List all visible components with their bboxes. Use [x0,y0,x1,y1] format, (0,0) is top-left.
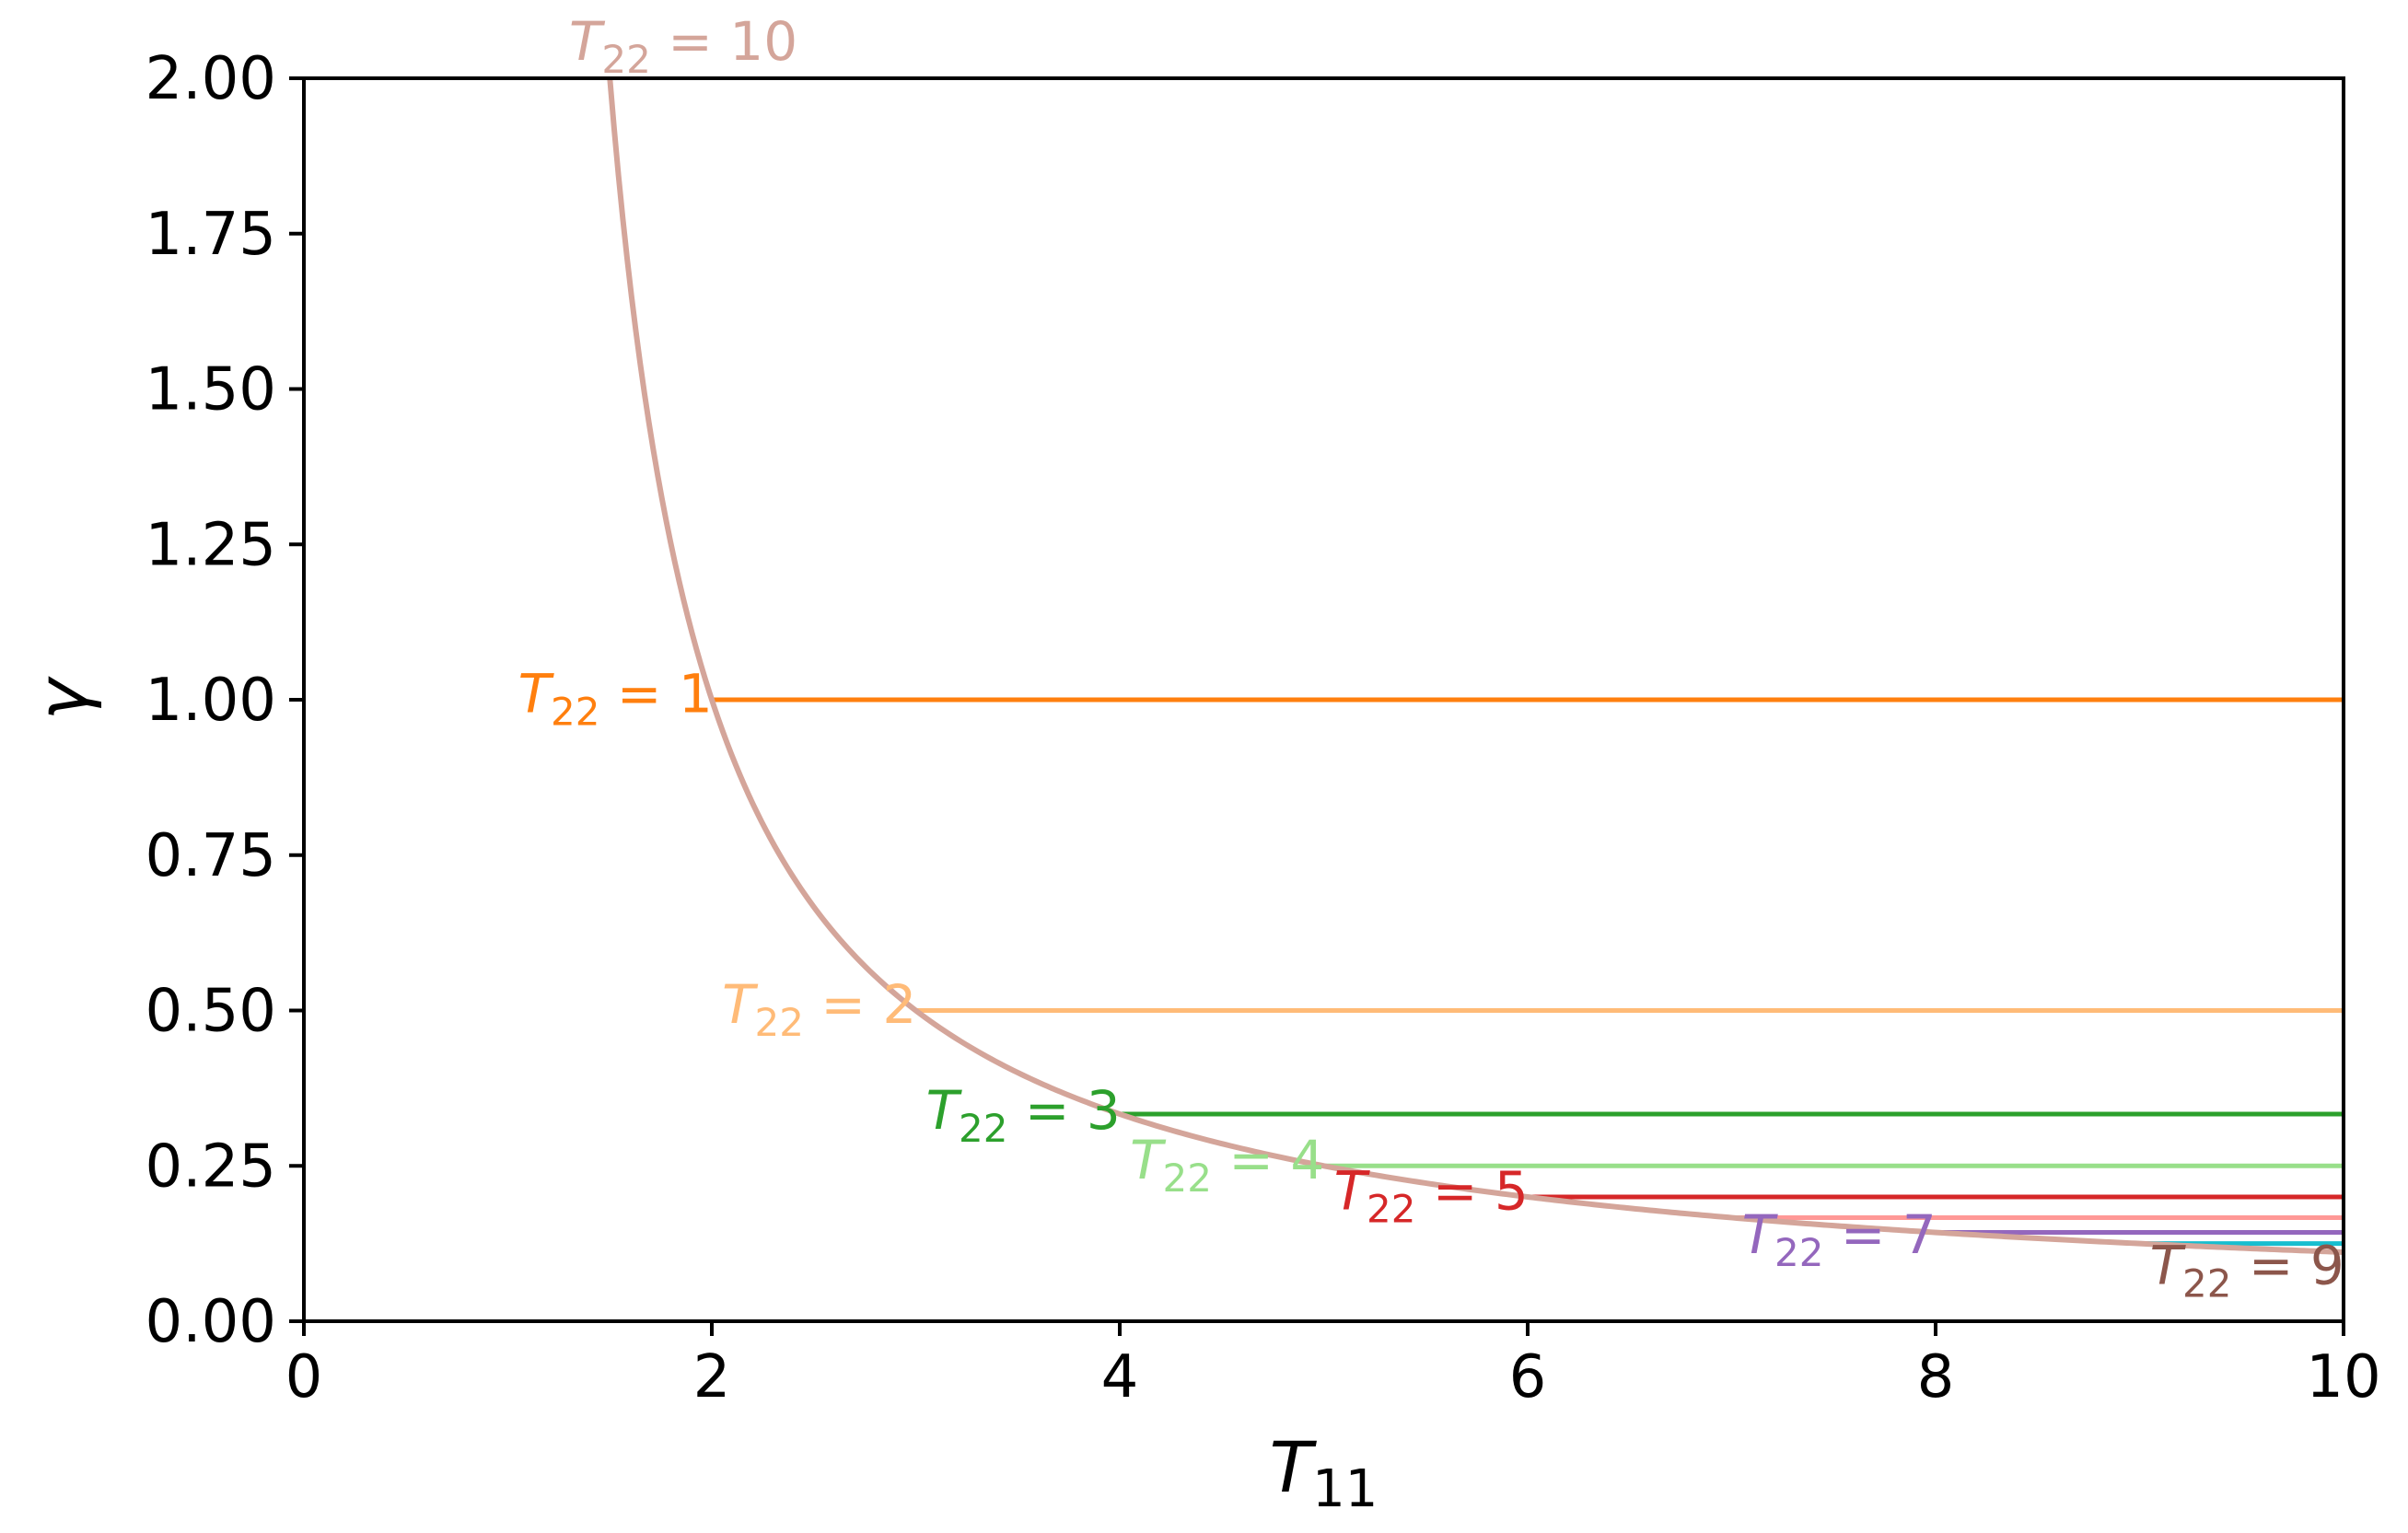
series-label-t22-7: T22 = 7 [1742,1203,1937,1275]
y-tick-label: 1.25 [145,511,277,579]
y-tick-label: 1.75 [145,201,277,269]
series-label-t22-4: T22 = 4 [1130,1129,1324,1201]
x-axis-title-sub: 11 [1312,1459,1378,1519]
x-axis-ticks: 0 2 4 6 8 10 [285,1321,2381,1411]
y-tick-label: 1.50 [145,356,277,424]
y-tick-label: 0.25 [145,1132,277,1201]
series-label-t22-1: T22 = 1 [518,663,713,735]
x-axis-title: T11 [1270,1426,1378,1519]
x-tick-label: 8 [1917,1343,1955,1411]
y-tick-label: 0.75 [145,822,277,890]
x-tick-label: 6 [1509,1343,1547,1411]
y-tick-label: 0.50 [145,978,277,1046]
x-tick-label: 4 [1101,1343,1139,1411]
x-tick-label: 2 [693,1343,731,1411]
series-label-t22-2: T22 = 2 [722,973,916,1045]
series-label-t22-5: T22 = 5 [1334,1160,1529,1232]
x-tick-label: 0 [285,1343,323,1411]
series-label-t22-3: T22 = 3 [926,1079,1121,1151]
x-axis-title-main: T [1270,1426,1318,1508]
series-label-t22-10: T22 = 10 [569,10,797,82]
y-tick-label: 2.00 [145,45,277,113]
y-tick-label: 0.00 [145,1288,277,1356]
envelope-layer [607,77,2344,1255]
series-label-t22-9: T22 = 9 [2150,1235,2344,1307]
x-tick-label: 10 [2306,1343,2380,1411]
y-tick-label: 1.00 [145,667,277,735]
y-axis-ticks: 0.00 0.25 0.50 0.75 1.00 1.25 1.50 1.75 2.00 [145,45,304,1356]
y-axis-title: γ [21,675,103,720]
envelope-curve [607,77,2344,1255]
series-lines [712,697,2344,1247]
